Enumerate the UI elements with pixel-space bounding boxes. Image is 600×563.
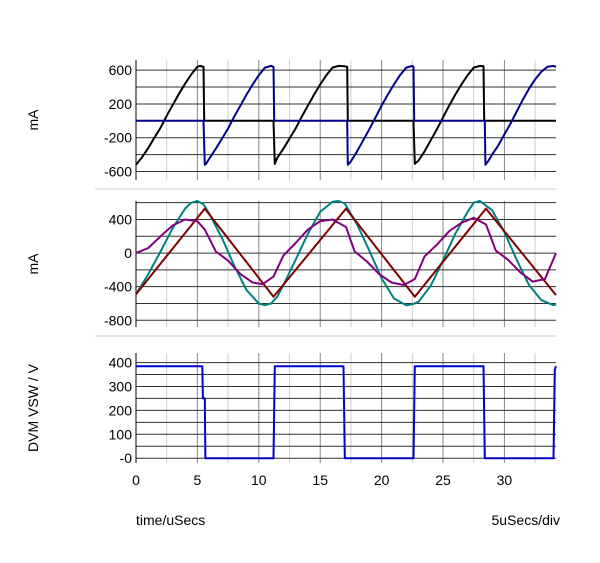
y-tick-label: 400 [109, 211, 133, 227]
y-tick-label: 400 [109, 355, 133, 371]
switch-voltage-panel: 400 300 200 100 -0 DVM VSW / V 0 5 10 15 20 25 30 [25, 353, 557, 488]
y-tick-label: -0 [120, 450, 133, 466]
series-line [135, 216, 557, 286]
y-axis-label: DVM VSW / V [25, 363, 41, 452]
series-line [135, 200, 557, 307]
x-tick-label: 30 [497, 472, 513, 488]
y-tick-label: 200 [109, 96, 133, 112]
middle-current-panel: 400 0 -400 -800 mA [25, 200, 557, 328]
series-line [135, 64, 556, 166]
y-tick-label: 200 [109, 402, 133, 418]
x-tick-label: 15 [312, 472, 328, 488]
top-current-panel: 600 200 -200 -600 mA [25, 60, 557, 180]
y-tick-label: -800 [104, 312, 132, 328]
series-line [136, 64, 557, 166]
series-line [135, 207, 557, 298]
y-tick-label: -600 [104, 164, 132, 180]
x-tick-label: 10 [251, 472, 267, 488]
y-tick-label: -400 [104, 279, 132, 295]
x-tick-label: 0 [132, 472, 140, 488]
x-axis-label: time/uSecs [136, 512, 205, 528]
time-scale-label: 5uSecs/div [492, 512, 560, 528]
y-tick-label: 100 [109, 426, 133, 442]
y-axis-label: mA [25, 253, 41, 275]
y-tick-label: -200 [104, 130, 132, 146]
y-axis-label: mA [25, 109, 41, 131]
y-tick-label: 300 [109, 378, 133, 394]
y-tick-label: 0 [124, 245, 132, 261]
y-tick-label: 600 [109, 62, 133, 78]
x-tick-label: 25 [435, 472, 451, 488]
series-line [136, 365, 557, 460]
x-tick-label: 5 [194, 472, 202, 488]
x-tick-label: 20 [374, 472, 390, 488]
